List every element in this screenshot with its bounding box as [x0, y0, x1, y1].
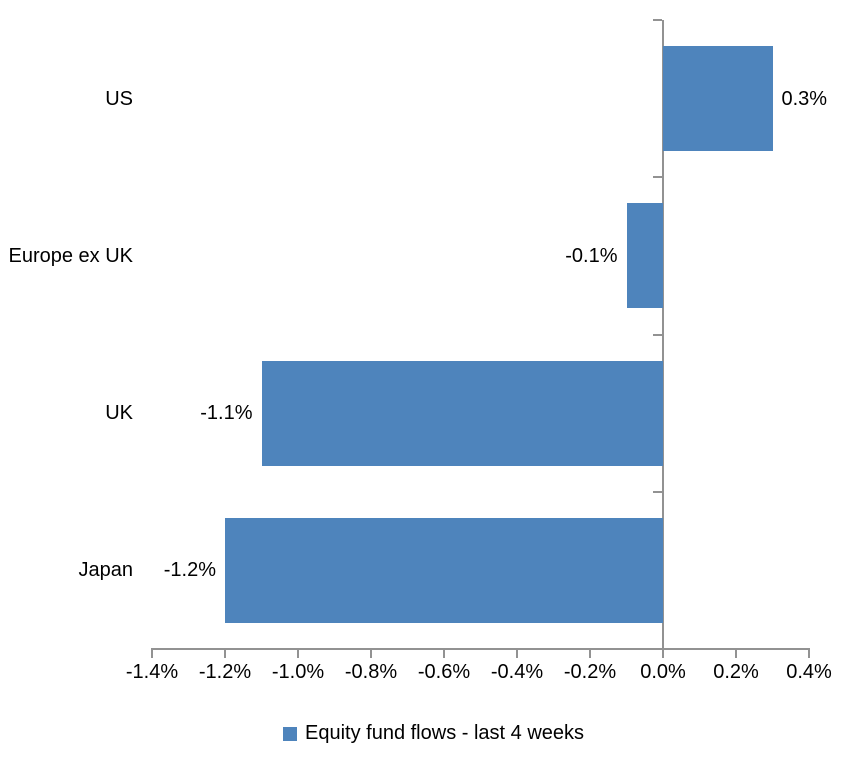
- x-axis-tick-label: -0.8%: [344, 661, 398, 683]
- chart-legend: Equity fund flows - last 4 weeks: [283, 722, 584, 745]
- bar-japan: [225, 517, 663, 623]
- legend-label: Equity fund flows - last 4 weeks: [305, 722, 585, 744]
- x-axis-line: [151, 648, 810, 650]
- x-axis-tick-label: -1.0%: [271, 661, 325, 683]
- x-axis-tick: [370, 649, 372, 658]
- category-label: UK: [105, 402, 133, 425]
- bar-us: [663, 46, 773, 152]
- y-axis-tick: [653, 333, 662, 336]
- x-axis-tick: [224, 649, 226, 658]
- y-axis-tick: [653, 19, 662, 21]
- x-axis-tick: [808, 649, 810, 658]
- y-axis-tick: [653, 176, 662, 179]
- x-axis-tick-label: 0.2%: [713, 661, 759, 683]
- value-label: -1.1%: [200, 402, 253, 425]
- category-label: Japan: [78, 559, 134, 582]
- x-axis-tick: [662, 649, 664, 658]
- value-label: -1.2%: [163, 559, 216, 582]
- bar-uk: [261, 360, 663, 466]
- y-axis-tick: [653, 490, 662, 493]
- x-axis-tick-label: -0.6%: [417, 661, 471, 683]
- category-label: Europe ex UK: [8, 244, 133, 267]
- x-axis-tick: [151, 649, 153, 658]
- x-axis-tick-label: -0.4%: [490, 661, 544, 683]
- category-label: US: [105, 87, 133, 110]
- value-label: 0.3%: [781, 87, 828, 110]
- x-axis-tick-label: 0.0%: [640, 661, 686, 683]
- x-axis-tick: [516, 649, 518, 658]
- legend-swatch-icon: [283, 726, 297, 741]
- x-axis-tick-label: -1.2%: [198, 661, 252, 683]
- x-axis-tick: [735, 649, 737, 658]
- value-label: -0.1%: [565, 244, 618, 267]
- x-axis-tick-label: -0.2%: [563, 661, 617, 683]
- x-axis-tick-label: 0.4%: [786, 661, 832, 683]
- x-axis-tick-label: -1.4%: [125, 661, 179, 683]
- x-axis-tick: [589, 649, 591, 658]
- x-axis-tick: [443, 649, 445, 658]
- bar-europe-ex-uk: [626, 203, 663, 309]
- y-axis-line: [662, 20, 664, 650]
- x-axis-tick: [297, 649, 299, 658]
